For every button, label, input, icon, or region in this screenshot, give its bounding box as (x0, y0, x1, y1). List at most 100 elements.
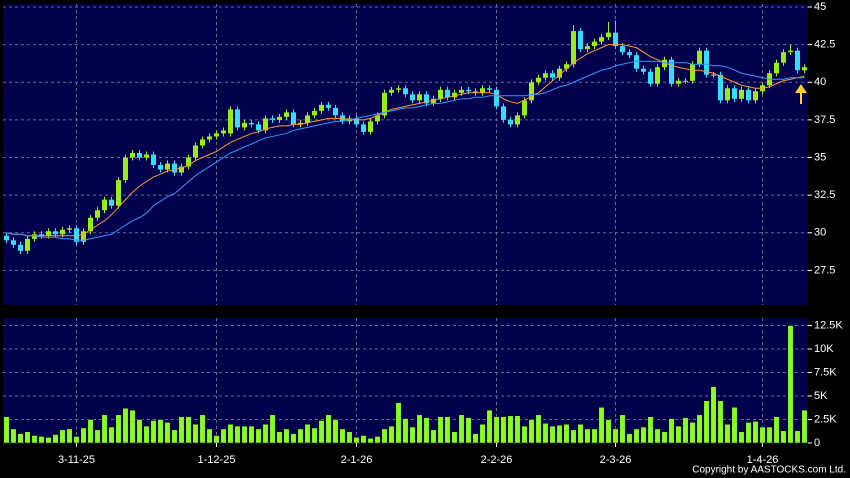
candle-body (746, 89, 751, 101)
candle-body (704, 50, 709, 75)
volume-bar (199, 414, 206, 444)
candle-body (543, 73, 548, 78)
candle-body (725, 88, 730, 101)
candle-body (788, 50, 793, 53)
candle-body (263, 118, 268, 131)
candle-body (795, 50, 800, 71)
volume-bar (458, 414, 465, 444)
volume-bar (696, 414, 703, 444)
arrow (795, 84, 807, 104)
volume-bar (598, 407, 605, 444)
candle-body (431, 98, 436, 104)
candle-body (501, 106, 506, 120)
volume-bar (234, 425, 241, 444)
volume-bar (108, 426, 115, 444)
volume-bar (773, 416, 780, 444)
volume-bar (416, 414, 423, 444)
volume-bar (381, 428, 388, 444)
x-tick-label: 2-2-26 (481, 454, 513, 466)
volume-bar (654, 428, 661, 444)
volume-bar (752, 421, 759, 444)
candle-body (179, 166, 184, 173)
candle-body (655, 67, 660, 84)
moving-average-line (6, 60, 805, 241)
volume-bar (668, 418, 675, 444)
volume-bar (227, 423, 234, 444)
volume-bar (269, 414, 276, 444)
candle-body (298, 122, 303, 125)
y-tick-label: 32.5 (814, 189, 835, 201)
volume-bar (73, 436, 80, 444)
candle-body (151, 154, 156, 166)
candle-body (634, 55, 639, 69)
y-tick-label: 35 (814, 151, 826, 163)
candle-body (235, 109, 240, 128)
volume-bar (101, 414, 108, 444)
candle-body (319, 104, 324, 111)
candle-body (648, 71, 653, 84)
volume-bar (780, 430, 787, 444)
volume-bar (542, 423, 549, 444)
candle-body (277, 116, 282, 120)
volume-bar (640, 426, 647, 444)
candle-body (305, 115, 310, 123)
volume-bar (794, 430, 801, 444)
x-tick-label: 1-12-25 (198, 454, 236, 466)
volume-bar (10, 428, 17, 444)
volume-bar (731, 407, 738, 444)
volume-bar (472, 433, 479, 444)
candle-body (473, 91, 478, 93)
volume-bar (577, 423, 584, 444)
volume-bar (318, 420, 325, 444)
volume-bar (591, 428, 598, 444)
candle-body (669, 59, 674, 84)
candle-body (564, 64, 569, 69)
volume-bar (136, 419, 143, 444)
volume-bar (241, 425, 248, 444)
volume-bar (738, 431, 745, 444)
volume-bar (465, 417, 472, 444)
candle-body (333, 107, 338, 116)
price-panel (3, 4, 808, 305)
volume-bar (164, 422, 171, 444)
candle-body (536, 77, 541, 83)
candle-body (95, 210, 100, 218)
volume-bar (451, 431, 458, 444)
candle-body (116, 180, 121, 206)
candle-body (578, 31, 583, 50)
candle-body (326, 104, 331, 108)
y-tick-label: 42.5 (814, 39, 835, 51)
volume-bar (661, 431, 668, 444)
candle-body (753, 91, 758, 101)
candle-body (662, 59, 667, 68)
candle-body (284, 112, 289, 117)
candle-body (172, 163, 177, 173)
volume-bar (192, 423, 199, 444)
candle-body (697, 50, 702, 65)
candle-body (592, 41, 597, 47)
volume-bar (332, 419, 339, 444)
candle-body (613, 32, 618, 47)
volume-bar (612, 428, 619, 444)
volume-bar (759, 426, 766, 444)
candle-body (88, 217, 93, 232)
candle-body (102, 199, 107, 211)
volume-bar (157, 419, 164, 444)
candle-body (32, 234, 37, 239)
volume-bar (150, 420, 157, 444)
candle-body (410, 94, 415, 101)
candle-body (4, 235, 9, 241)
volume-bar (360, 435, 367, 444)
candle-body (529, 82, 534, 101)
volume-bar (423, 417, 430, 444)
volume-bar (626, 433, 633, 444)
volume-bar (703, 400, 710, 444)
candle-body (158, 165, 163, 170)
candle-body (354, 118, 359, 125)
volume-bar (346, 431, 353, 444)
candle-body (214, 133, 219, 137)
candle-body (368, 121, 373, 132)
volume-bar (283, 428, 290, 444)
volume-bar (584, 428, 591, 444)
volume-bar (479, 423, 486, 444)
